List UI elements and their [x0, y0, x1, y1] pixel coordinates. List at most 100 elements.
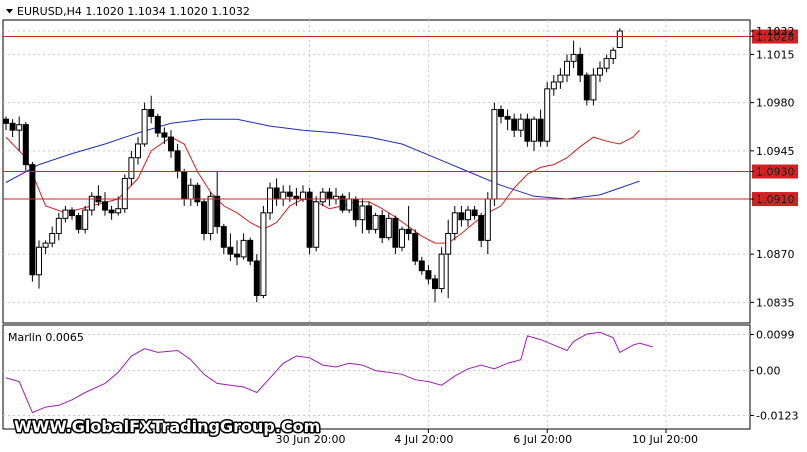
candle [22, 121, 29, 172]
candle-body-bull [319, 191, 326, 203]
candle-body-bull [359, 205, 366, 221]
candle [102, 192, 108, 216]
candle [201, 199, 207, 241]
candle-body-bear [537, 118, 544, 142]
symbol-info-label: EURUSD,H4 1.1020 1.1034 1.1020 1.1032 [17, 5, 250, 18]
candle-body-bull [616, 30, 623, 49]
candle-body-bear [148, 109, 155, 117]
candle [42, 240, 49, 255]
candle-body-bear [405, 228, 412, 234]
candle-body-bull [313, 201, 320, 248]
price-tick-label: 1.0870 [756, 248, 795, 261]
candle [3, 116, 9, 131]
candle [392, 215, 399, 255]
candle-body-bear [286, 191, 293, 197]
candle-body-bear [3, 118, 9, 124]
candle [253, 254, 260, 303]
candle-body-bear [227, 246, 234, 255]
candle [161, 127, 168, 144]
price-tick-label: 1.0835 [756, 296, 795, 309]
candle [544, 81, 551, 147]
time-tick-label: 10 Jul 20:00 [632, 433, 698, 446]
candle-body-bear [181, 171, 188, 200]
candle [577, 47, 584, 82]
time-axis: 30 Jun 20:00 4 Jul 20:00 6 Jul 20:00 10 Jul… [276, 429, 698, 446]
price-tick-label: 1.1028 [756, 31, 795, 44]
candle [425, 265, 432, 285]
candle [418, 256, 425, 275]
candle [478, 212, 485, 248]
candle [148, 95, 155, 124]
candle-body-bear [392, 217, 399, 248]
candle [590, 68, 597, 106]
candle-body-bear [29, 164, 36, 276]
candle-body-bull [590, 74, 597, 101]
price-tick-label: 1.0980 [756, 97, 795, 110]
candle-body-bear [108, 209, 115, 214]
candle [537, 109, 544, 147]
collapse-triangle-icon[interactable] [6, 9, 13, 14]
candle-body-bear [201, 201, 207, 234]
candle [597, 61, 603, 82]
candle [405, 205, 412, 241]
candle-body-bear [168, 136, 174, 152]
candle [267, 182, 273, 220]
candle-body-bull [451, 212, 458, 234]
candle [451, 205, 458, 241]
candle [379, 210, 386, 244]
candle-body-bull [36, 246, 42, 276]
level-price-tag [752, 164, 798, 179]
candle-body-bear [75, 215, 82, 230]
candle [524, 113, 531, 147]
candle-body-bull [465, 209, 471, 221]
candle-body-bull [544, 88, 551, 142]
candle-body-bear [214, 195, 221, 228]
candle [240, 233, 247, 260]
candle-body-bear [102, 201, 108, 211]
candle-body-bull [280, 191, 287, 200]
candle-body-bear [69, 209, 75, 217]
candle [135, 137, 141, 165]
candle-body-bull [372, 215, 379, 230]
candle-body-bull [135, 143, 141, 159]
candle-body-bear [253, 260, 260, 296]
candle-body-bull [438, 253, 445, 290]
candle [154, 113, 161, 138]
oscillator-polyline [5, 331, 653, 414]
candle-body-bull [187, 184, 194, 200]
time-tick-label: 6 Jul 20:00 [513, 433, 572, 446]
candle [306, 188, 313, 255]
watermark: WWW.GlobalFXTradingGroup.Com WWW.GlobalF… [13, 416, 322, 438]
candle-body-bull [300, 191, 306, 200]
candle-body-bear [498, 109, 504, 117]
candle-body-bull [207, 195, 214, 234]
candle-body-bear [478, 215, 485, 241]
candle-body-bear [339, 195, 346, 211]
price-tick-label: 1.0945 [756, 145, 795, 158]
candle [511, 113, 518, 138]
indicator-label: Marlin 0.0065 [8, 331, 84, 344]
candle-body-bull [141, 109, 148, 145]
price-axis: 1.0835 1.0870 1.0910 1.0930 1.0945 1.0980 1.10… [750, 25, 795, 309]
candle-body-bull [517, 118, 524, 131]
indicator-axis: 0.0099 0.00 -0.0123 [750, 328, 798, 422]
candle-body-bear [432, 278, 438, 290]
candle-body-bear [412, 232, 419, 262]
candle [372, 212, 379, 234]
candle-body-bear [425, 270, 432, 280]
candle-body-bear [379, 215, 386, 239]
price-levels: 1.1028 1.0930 1.0910 [3, 29, 798, 207]
candle-body-bull [445, 232, 452, 255]
candle-body-bear [583, 74, 590, 101]
indicator-panel-frame [2, 324, 751, 430]
candle-body-bear [306, 191, 313, 248]
indicator-panel[interactable]: 0.0099 0.00 -0.0123 Marlin 0.0065 [2, 324, 798, 430]
candle [471, 205, 478, 220]
candle-body-bull [260, 212, 267, 296]
candle [234, 240, 240, 266]
candle-body-bull [346, 198, 353, 211]
candle [227, 233, 234, 262]
